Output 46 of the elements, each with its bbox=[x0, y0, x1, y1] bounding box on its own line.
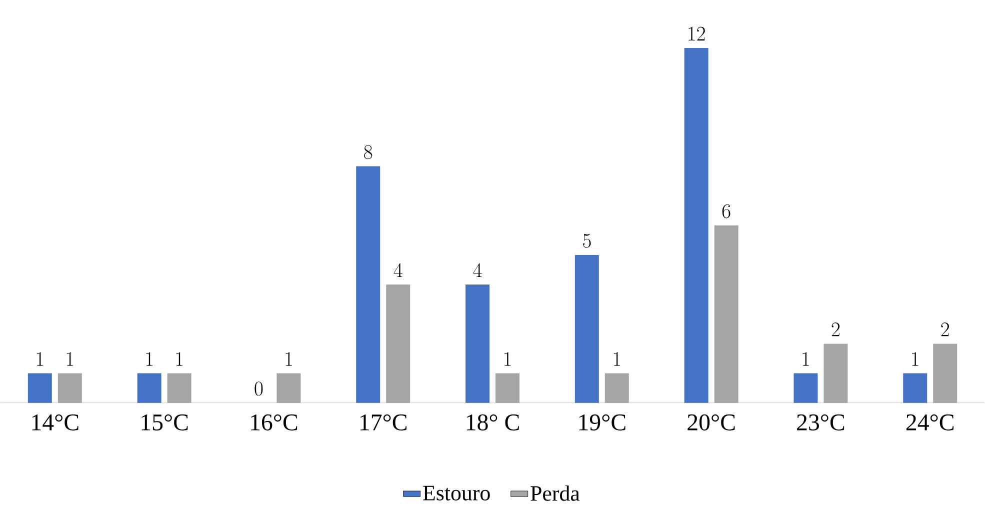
x-tick-label: 24°C bbox=[906, 414, 954, 430]
data-label: 4 bbox=[473, 263, 482, 277]
data-label: 1 bbox=[614, 352, 620, 366]
bar bbox=[933, 344, 958, 403]
bar bbox=[684, 48, 708, 403]
x-tick-label: 17°C bbox=[360, 414, 406, 430]
x-tick-label: 23°C bbox=[797, 414, 844, 430]
legend-label: Perda bbox=[530, 485, 580, 501]
bar bbox=[604, 373, 629, 403]
data-label: 4 bbox=[394, 263, 402, 277]
data-label: 1 bbox=[176, 352, 182, 366]
legend-label: Estouro bbox=[423, 486, 490, 500]
data-label: 1 bbox=[802, 352, 809, 366]
data-label: 6 bbox=[722, 204, 730, 218]
bar bbox=[714, 225, 738, 403]
bar bbox=[356, 166, 380, 403]
data-label: 1 bbox=[286, 352, 292, 366]
bar bbox=[496, 373, 520, 403]
data-label: 8 bbox=[364, 145, 372, 160]
bar bbox=[137, 373, 162, 403]
x-tick-label: 18° C bbox=[466, 414, 519, 430]
bar bbox=[466, 284, 490, 403]
bar bbox=[574, 254, 599, 403]
x-tick-label: 20°C bbox=[688, 414, 735, 430]
bar bbox=[794, 373, 818, 403]
data-label: 1 bbox=[146, 352, 153, 366]
data-label: 5 bbox=[583, 234, 591, 248]
data-label: 1 bbox=[912, 352, 918, 366]
bar bbox=[167, 373, 192, 403]
bar bbox=[276, 373, 301, 403]
bar bbox=[824, 344, 848, 403]
data-label: 1 bbox=[66, 352, 74, 366]
bar bbox=[58, 373, 82, 403]
data-label: 12 bbox=[688, 26, 705, 40]
bar bbox=[28, 373, 52, 403]
x-tick-label: 15°C bbox=[142, 414, 188, 430]
x-tick-label: 16°C bbox=[251, 414, 298, 430]
bar bbox=[386, 284, 410, 403]
bar bbox=[903, 373, 928, 403]
data-label: 2 bbox=[941, 322, 949, 336]
x-tick-label: 14°C bbox=[32, 414, 78, 430]
data-label: 1 bbox=[36, 352, 44, 366]
x-tick-label: 19°C bbox=[579, 414, 626, 430]
data-label: 1 bbox=[504, 352, 511, 366]
data-label: 0 bbox=[254, 382, 263, 396]
data-label: 2 bbox=[832, 322, 840, 336]
